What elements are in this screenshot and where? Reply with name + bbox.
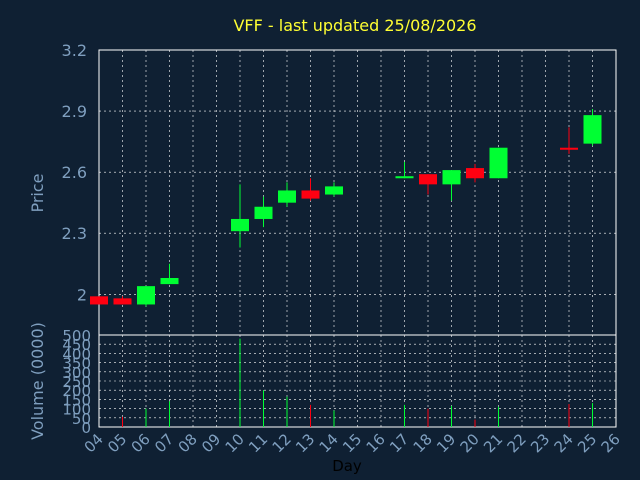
candle-11 <box>254 196 273 228</box>
candle-06 <box>137 286 155 307</box>
candle-12 <box>278 182 296 207</box>
candle-body <box>113 298 132 305</box>
candle-body <box>278 190 296 203</box>
candle-25 <box>583 109 602 146</box>
candle-13 <box>301 178 320 201</box>
candle-body <box>301 190 320 199</box>
candle-20 <box>466 164 484 183</box>
candle-body <box>583 115 602 144</box>
volume-tick-label: 300 <box>62 364 91 382</box>
volume-tick-label: 200 <box>62 382 91 400</box>
candle-24 <box>560 127 578 154</box>
candle-05 <box>113 296 132 305</box>
volume-tick-label: 400 <box>62 345 91 363</box>
candle-body <box>160 278 179 285</box>
volume-tick-label: 250 <box>62 373 91 391</box>
candle-body <box>231 218 249 232</box>
x-axis-label: Day <box>332 457 362 475</box>
volume-tick-label: 450 <box>62 336 91 354</box>
candle-body <box>489 147 508 179</box>
price-tick-label: 2.3 <box>62 224 87 243</box>
price-tick-label: 3.2 <box>62 41 87 60</box>
volume-tick-label: 350 <box>62 355 91 373</box>
x-tick-labels: 0405060708091011121314151617181920212223… <box>81 430 624 456</box>
candle-19 <box>442 170 461 201</box>
volume-panel-frame <box>98 334 617 428</box>
volume-tick-label: 500 <box>62 327 91 345</box>
candle-body <box>395 176 414 179</box>
chart-title: VFF - last updated 25/08/2026 <box>233 16 476 35</box>
candle-21 <box>489 147 508 179</box>
candle-14 <box>325 182 343 197</box>
volume-bars <box>122 338 593 427</box>
volume-tick-label: 50 <box>72 410 91 428</box>
price-axis-label: Price <box>28 173 47 212</box>
price-tick-label: 2.6 <box>62 163 87 182</box>
candle-body <box>325 186 343 195</box>
candle-body <box>419 174 437 185</box>
price-tick-label: 2.9 <box>62 102 87 121</box>
candle-07 <box>160 263 179 285</box>
volume-tick-label: 0 <box>81 419 91 437</box>
candle-10 <box>231 184 249 248</box>
candle-body <box>560 147 578 150</box>
candle-17 <box>395 161 414 179</box>
volume-tick-label: 150 <box>62 391 91 409</box>
price-y-tick-labels: 2 2.3 2.6 2.9 3.2 <box>62 41 87 304</box>
volume-tick-label: 100 <box>62 401 91 419</box>
candle-body <box>254 206 273 219</box>
candles <box>90 109 602 307</box>
candle-body <box>466 168 484 179</box>
candle-body <box>442 170 461 185</box>
price-tick-label: 2 <box>77 285 87 304</box>
candle-18 <box>419 174 437 195</box>
candle-body <box>137 286 155 305</box>
volume-axis-label: Volume (0000) <box>28 322 47 440</box>
candle-04 <box>90 296 108 305</box>
candle-body <box>90 296 108 305</box>
